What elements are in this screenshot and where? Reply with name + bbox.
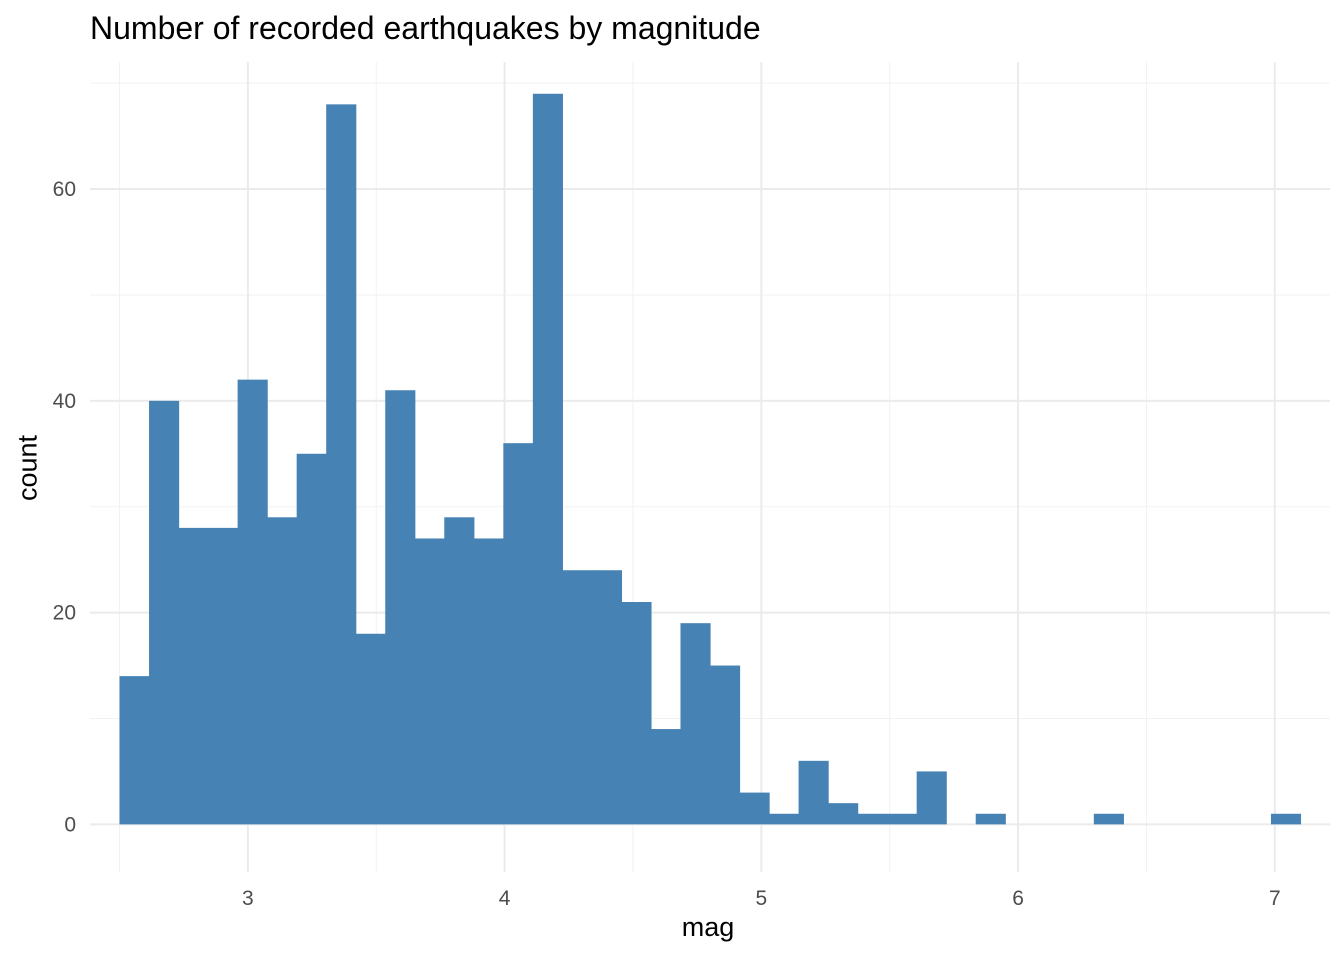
y-tick-label: 40 bbox=[53, 390, 76, 413]
y-tick-label: 20 bbox=[53, 602, 76, 625]
histogram-bar bbox=[710, 665, 741, 825]
histogram-bar bbox=[1270, 813, 1302, 825]
histogram-bar bbox=[414, 538, 445, 825]
histogram-bar bbox=[798, 760, 829, 825]
histogram-bar bbox=[769, 813, 800, 825]
histogram-bar bbox=[119, 676, 150, 825]
histogram-bar bbox=[532, 93, 563, 825]
histogram-bar bbox=[149, 400, 180, 825]
x-tick-label: 5 bbox=[756, 887, 768, 910]
x-tick-label: 6 bbox=[1012, 887, 1024, 910]
histogram-bar bbox=[385, 390, 416, 825]
histogram-bar bbox=[621, 602, 652, 825]
x-tick-label: 7 bbox=[1269, 887, 1281, 910]
y-axis-label: count bbox=[12, 434, 43, 502]
chart-title: Number of recorded earthquakes by magnit… bbox=[90, 10, 761, 46]
x-tick-label: 3 bbox=[242, 887, 254, 910]
histogram-bar bbox=[739, 792, 770, 825]
histogram-bar bbox=[267, 517, 298, 825]
histogram-bar bbox=[208, 527, 239, 825]
histogram-bar bbox=[444, 517, 475, 825]
histogram-bar bbox=[887, 813, 918, 825]
histogram-bar bbox=[828, 803, 859, 825]
histogram-bar bbox=[680, 623, 711, 825]
histogram-bar bbox=[326, 104, 357, 825]
histogram-bar bbox=[562, 570, 593, 825]
y-tick-label: 0 bbox=[64, 813, 76, 836]
x-tick-label: 4 bbox=[499, 887, 511, 910]
histogram-bar bbox=[237, 379, 268, 825]
histogram-bar bbox=[355, 633, 386, 825]
histogram-bar bbox=[503, 443, 534, 825]
histogram-bar bbox=[473, 538, 504, 825]
histogram-bar bbox=[857, 813, 888, 825]
histogram-bar bbox=[975, 813, 1006, 825]
histogram-bar bbox=[916, 771, 947, 825]
y-tick-label: 60 bbox=[53, 178, 76, 201]
histogram-bar bbox=[178, 527, 209, 825]
histogram-bar bbox=[650, 729, 682, 825]
x-axis-label: mag bbox=[681, 912, 735, 942]
histogram-bar bbox=[296, 453, 327, 825]
histogram-bar bbox=[591, 570, 623, 825]
histogram-bar bbox=[1093, 813, 1124, 825]
